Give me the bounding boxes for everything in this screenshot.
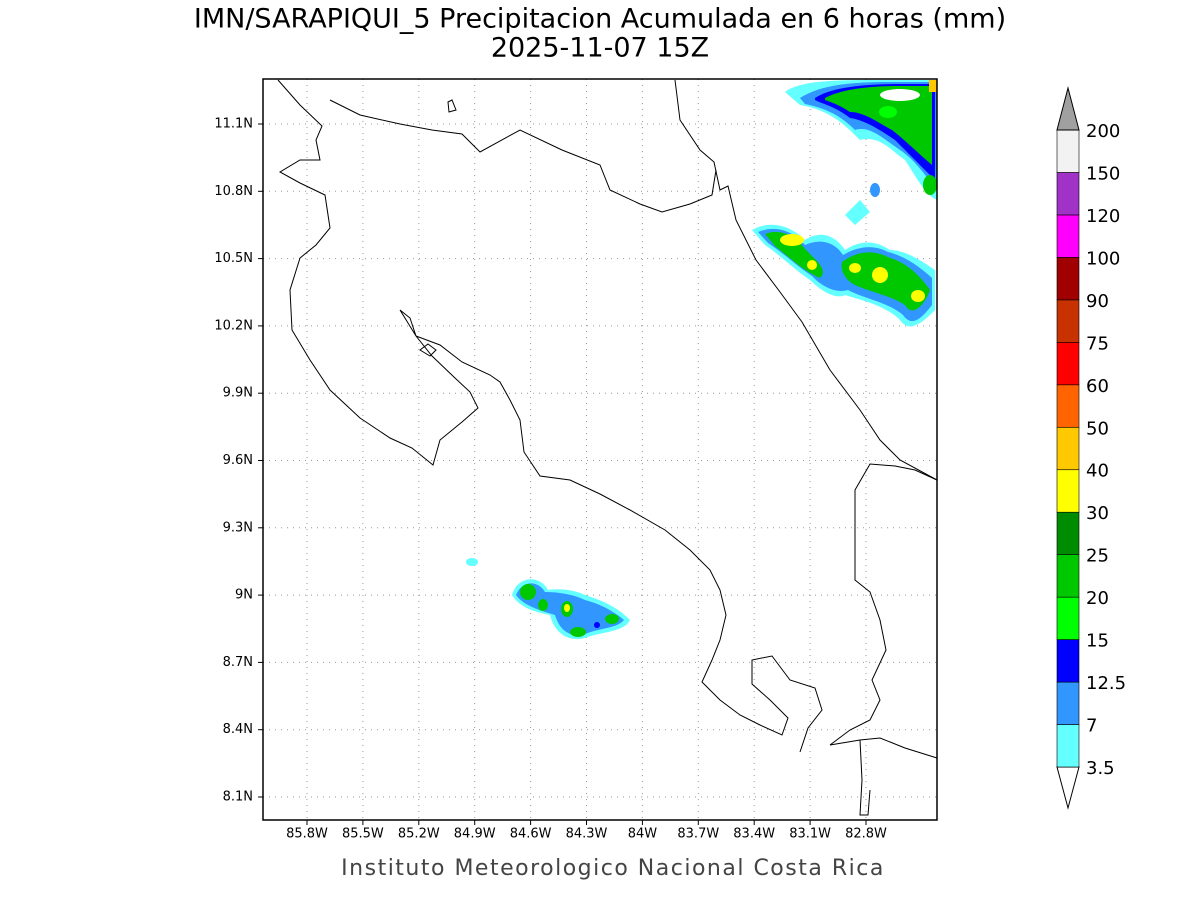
colorbar-box <box>1056 129 1080 173</box>
lat-tick-label: 11.1N <box>214 117 253 132</box>
lat-tick-label: 10.2N <box>214 318 253 333</box>
colorbar-box <box>1056 596 1080 640</box>
colorbar-label: 15 <box>1086 631 1109 652</box>
colorbar-box <box>1056 469 1080 513</box>
title: IMN/SARAPIQUI_5 Precipitacion Acumulada … <box>194 4 1006 35</box>
colorbar: 3.5 7 12.5 15 20 25 30 40 50 60 75 90 100 120 150 200 <box>1056 86 1126 810</box>
colorbar-box <box>1056 342 1080 386</box>
colorbar-label: 25 <box>1086 546 1109 567</box>
lon-tick-label: 84.9W <box>454 827 496 842</box>
lon-tick-label: 82.8W <box>845 827 887 842</box>
colorbar-label: 3.5 <box>1086 758 1115 779</box>
colorbar-label: 200 <box>1086 121 1120 142</box>
colorbar-label: 50 <box>1086 418 1109 439</box>
colorbar-arrow <box>1056 766 1080 810</box>
lon-tick-label: 85.2W <box>398 827 440 842</box>
rain-cell <box>466 558 630 640</box>
lon-tick-label: 84.3W <box>566 827 608 842</box>
colorbar-label: 120 <box>1086 206 1120 227</box>
colorbar-box <box>1056 681 1080 725</box>
subtitle: 2025-11-07 15Z <box>491 33 709 64</box>
lon-tick-label: 83.4W <box>733 827 775 842</box>
lon-tick-label: 85.8W <box>286 827 328 842</box>
lat-tick-label: 9.9N <box>223 386 253 401</box>
colorbar-label: 100 <box>1086 248 1120 269</box>
lon-tick-label: 84.6W <box>510 827 552 842</box>
colorbar-box <box>1056 172 1080 216</box>
colorbar-box <box>1056 426 1080 471</box>
colorbar-box <box>1056 214 1080 258</box>
lat-tick-label: 8.4N <box>223 722 253 737</box>
lat-tick-label: 10.8N <box>214 184 253 199</box>
colorbar-box <box>1056 384 1080 428</box>
lon-tick-label: 85.5W <box>342 827 384 842</box>
lat-tick-label: 9.6N <box>223 453 253 468</box>
grid <box>263 79 937 820</box>
colorbar-label: 150 <box>1086 163 1120 184</box>
lat-tick-label: 9N <box>235 588 253 603</box>
colorbar-arrow <box>1056 86 1080 131</box>
axis-ticks: 85.8W 85.5W 85.2W 84.9W 84.6W 84.3W 84W 83.7W 83… <box>214 117 887 842</box>
colorbar-label: 20 <box>1086 588 1109 609</box>
colorbar-label: 12.5 <box>1086 673 1126 694</box>
colorbar-box <box>1056 511 1080 555</box>
lat-tick-label: 8.7N <box>223 655 253 670</box>
lat-tick-label: 10.5N <box>214 251 253 266</box>
colorbar-label: 60 <box>1086 376 1109 397</box>
lat-tick-label: 8.1N <box>223 790 253 805</box>
colorbar-box <box>1056 257 1080 301</box>
colorbar-label: 40 <box>1086 461 1109 482</box>
footer: Instituto Meteorologico Nacional Costa R… <box>341 856 885 881</box>
precipitation <box>466 80 937 640</box>
colorbar-box <box>1056 299 1080 343</box>
rain-cell <box>785 80 937 225</box>
colorbar-label: 75 <box>1086 333 1109 354</box>
rain-cell <box>752 224 935 327</box>
coastlines <box>277 79 938 816</box>
colorbar-box <box>1056 639 1080 683</box>
lon-tick-label: 83.1W <box>789 827 831 842</box>
lon-tick-label: 83.7W <box>677 827 719 842</box>
colorbar-label: 7 <box>1086 716 1097 737</box>
colorbar-box <box>1056 554 1080 598</box>
lat-tick-label: 9.3N <box>223 520 253 535</box>
colorbar-label: 30 <box>1086 503 1109 524</box>
colorbar-label: 90 <box>1086 291 1109 312</box>
map-frame <box>262 78 938 821</box>
lon-tick-label: 84W <box>628 827 658 842</box>
colorbar-box <box>1056 724 1080 768</box>
